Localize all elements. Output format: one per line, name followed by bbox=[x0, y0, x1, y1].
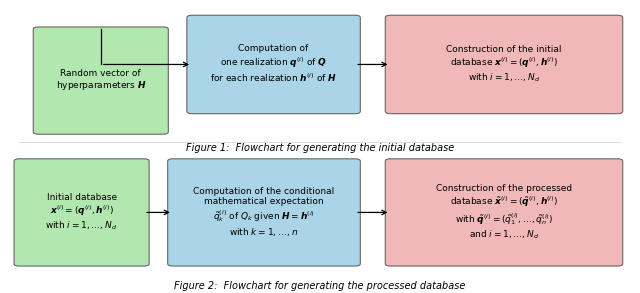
FancyBboxPatch shape bbox=[187, 15, 360, 114]
Text: Computation of
one realization $\boldsymbol{q}^{(i)}$ of $\boldsymbol{Q}$
for ea: Computation of one realization $\boldsym… bbox=[210, 45, 337, 84]
FancyBboxPatch shape bbox=[168, 159, 360, 266]
Text: Computation of the conditional
mathematical expectation
$\tilde{q}_k^{(i)}$ of $: Computation of the conditional mathemati… bbox=[193, 187, 335, 238]
Text: Construction of the initial
database $\boldsymbol{x}^{(i)} = (\boldsymbol{q}^{(i: Construction of the initial database $\b… bbox=[446, 45, 562, 84]
FancyBboxPatch shape bbox=[33, 27, 168, 134]
Text: Figure 2:  Flowchart for generating the processed database: Figure 2: Flowchart for generating the p… bbox=[174, 281, 466, 291]
FancyBboxPatch shape bbox=[385, 15, 623, 114]
FancyBboxPatch shape bbox=[385, 159, 623, 266]
Text: Initial database
$\boldsymbol{x}^{(i)} = (\boldsymbol{q}^{(i)}, \boldsymbol{h}^{: Initial database $\boldsymbol{x}^{(i)} =… bbox=[45, 193, 118, 232]
Text: Construction of the processed
database $\tilde{\boldsymbol{x}}^{(i)} = (\tilde{\: Construction of the processed database $… bbox=[436, 184, 572, 241]
FancyBboxPatch shape bbox=[14, 159, 149, 266]
Text: Random vector of
hyperparameters $\boldsymbol{H}$: Random vector of hyperparameters $\bolds… bbox=[56, 69, 146, 93]
Text: Figure 1:  Flowchart for generating the initial database: Figure 1: Flowchart for generating the i… bbox=[186, 143, 454, 153]
